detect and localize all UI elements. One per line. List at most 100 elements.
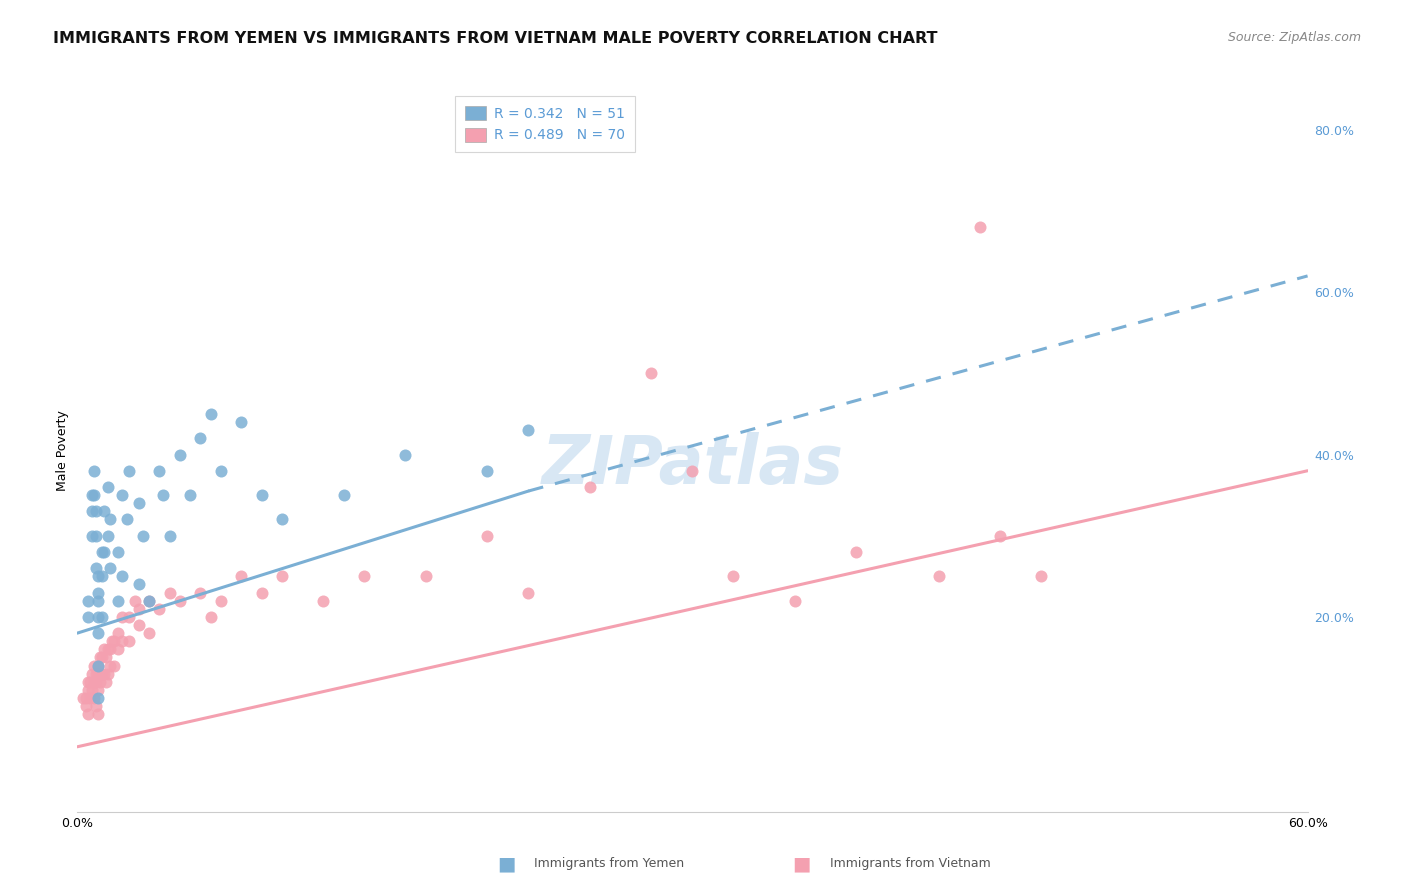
Point: [111, 488, 134, 502]
Point: [98, 512, 121, 526]
Point: [80, 529, 103, 543]
Point: [90, 610, 114, 624]
Point: [231, 569, 253, 583]
Point: [84, 529, 107, 543]
Text: ZIPatlas: ZIPatlas: [541, 432, 844, 498]
Point: [87, 593, 110, 607]
Point: [477, 464, 499, 478]
Point: [98, 561, 121, 575]
Point: [97, 480, 120, 494]
Point: [97, 666, 120, 681]
Point: [209, 593, 232, 607]
Text: Source: ZipAtlas.com: Source: ZipAtlas.com: [1227, 31, 1361, 45]
Point: [98, 658, 121, 673]
Point: [87, 666, 110, 681]
Point: [1029, 569, 1052, 583]
Point: [98, 642, 121, 657]
Point: [128, 618, 150, 632]
Point: [90, 666, 114, 681]
Point: [83, 691, 105, 706]
Point: [188, 585, 212, 599]
Point: [333, 488, 356, 502]
Point: [115, 512, 138, 526]
Point: [94, 674, 117, 689]
Point: [76, 674, 98, 689]
Point: [72, 691, 94, 706]
Point: [94, 650, 117, 665]
Point: [87, 585, 110, 599]
Point: [90, 569, 114, 583]
Point: [80, 666, 103, 681]
Text: ■: ■: [792, 854, 811, 873]
Point: [84, 504, 107, 518]
Point: [579, 480, 602, 494]
Point: [87, 569, 110, 583]
Point: [928, 569, 950, 583]
Point: [250, 488, 273, 502]
Point: [179, 488, 201, 502]
Point: [79, 691, 101, 706]
Point: [97, 642, 120, 657]
Point: [723, 569, 745, 583]
Point: [87, 682, 110, 697]
Point: [200, 610, 222, 624]
Point: [111, 610, 134, 624]
Point: [90, 650, 114, 665]
Point: [138, 593, 160, 607]
Point: [97, 529, 120, 543]
Point: [132, 529, 155, 543]
Point: [93, 642, 115, 657]
Point: [250, 585, 273, 599]
Y-axis label: Male Poverty: Male Poverty: [56, 410, 69, 491]
Point: [75, 691, 97, 706]
Point: [107, 642, 129, 657]
Point: [107, 626, 129, 640]
Point: [111, 569, 134, 583]
Point: [87, 658, 110, 673]
Text: Immigrants from Yemen: Immigrants from Yemen: [534, 857, 685, 870]
Text: IMMIGRANTS FROM YEMEN VS IMMIGRANTS FROM VIETNAM MALE POVERTY CORRELATION CHART: IMMIGRANTS FROM YEMEN VS IMMIGRANTS FROM…: [53, 31, 938, 46]
Point: [111, 634, 134, 648]
Point: [83, 488, 105, 502]
Point: [271, 569, 294, 583]
Point: [75, 699, 97, 714]
Point: [128, 577, 150, 591]
Point: [107, 593, 129, 607]
Point: [93, 666, 115, 681]
Point: [783, 593, 806, 607]
Point: [87, 658, 110, 673]
Point: [89, 674, 111, 689]
Point: [117, 610, 139, 624]
Point: [84, 674, 107, 689]
Point: [148, 464, 170, 478]
Point: [76, 610, 98, 624]
Point: [477, 529, 499, 543]
Point: [80, 488, 103, 502]
Text: Immigrants from Vietnam: Immigrants from Vietnam: [830, 857, 990, 870]
Point: [80, 504, 103, 518]
Point: [209, 464, 232, 478]
Point: [517, 585, 540, 599]
Point: [169, 593, 191, 607]
Point: [188, 431, 212, 445]
Point: [87, 707, 110, 722]
Point: [117, 634, 139, 648]
Point: [152, 488, 174, 502]
Point: [353, 569, 375, 583]
Point: [159, 529, 181, 543]
Point: [640, 367, 662, 381]
Point: [103, 634, 125, 648]
Point: [87, 691, 110, 706]
Point: [969, 220, 991, 235]
Point: [83, 658, 105, 673]
Point: [124, 593, 146, 607]
Point: [271, 512, 294, 526]
Point: [682, 464, 704, 478]
Point: [76, 707, 98, 722]
Point: [84, 699, 107, 714]
Point: [845, 545, 868, 559]
Point: [138, 626, 160, 640]
Text: ■: ■: [496, 854, 516, 873]
Point: [76, 682, 98, 697]
Point: [159, 585, 181, 599]
